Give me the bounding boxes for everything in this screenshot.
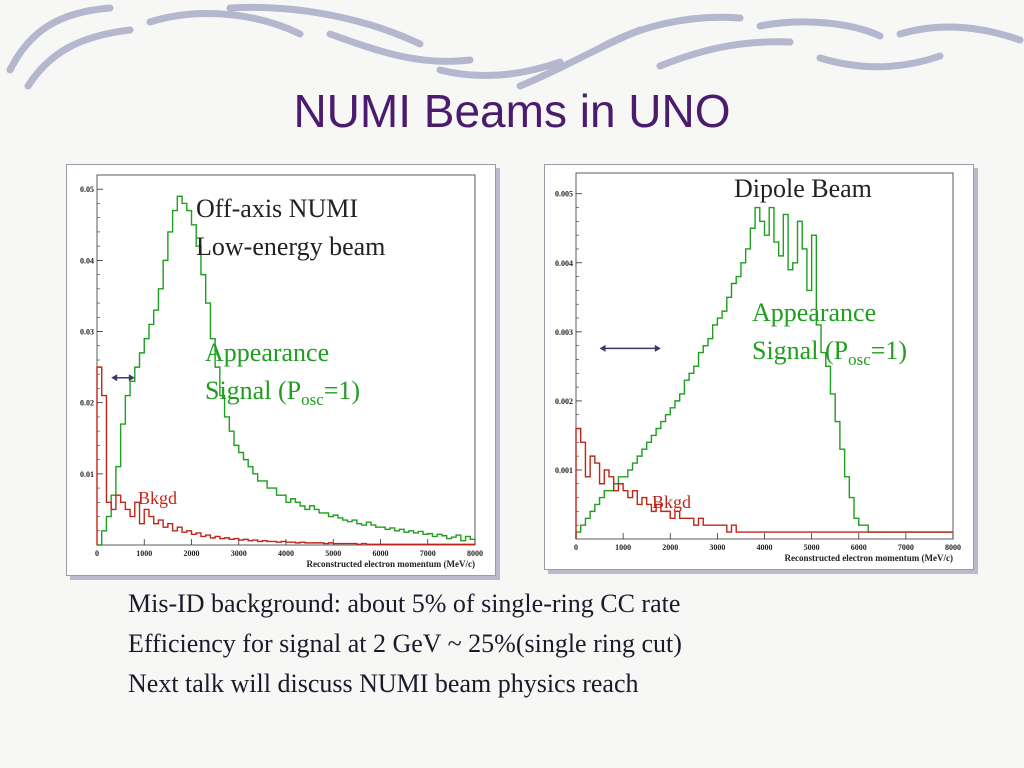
x-tick-label: 5000: [804, 543, 820, 552]
signal-series-line: [97, 195, 475, 546]
x-tick-label: 7000: [420, 549, 436, 558]
right-beam-line1: Dipole Beam: [734, 174, 872, 203]
x-tick-label: 7000: [898, 543, 914, 552]
left-signal-label: Appearance Signal (Posc=1): [205, 334, 360, 419]
bullet-item: Mis-ID background: about 5% of single-ri…: [128, 589, 681, 618]
range-arrow-head-left: [111, 374, 118, 382]
right-signal-sub: osc: [848, 350, 871, 370]
left-histogram: 0.01 0.02 0.03 0.04 0.05 0 1000 2000 3000 4000 500…: [80, 174, 483, 569]
y-tick-label: 0.04: [80, 256, 94, 265]
range-arrow-head-right: [128, 374, 135, 382]
left-beam-line2: Low-energy beam: [196, 232, 386, 261]
range-arrow-head-right: [654, 344, 661, 352]
x-tick-label: 0: [95, 549, 99, 558]
left-beam-line1: Off-axis NUMI: [196, 194, 358, 223]
x-tick-label: 8000: [945, 543, 961, 552]
x-tick-label: 0: [574, 543, 578, 552]
x-tick-label: 6000: [373, 549, 389, 558]
right-histogram: 0.001 0.002 0.003 0.004 0.005 0 1000 2000 3000 40…: [555, 172, 961, 563]
bullet-list: Mis-ID background: about 5% of single-ri…: [128, 584, 682, 704]
y-tick-label: 0.003: [555, 328, 573, 337]
left-signal-line2: Signal (Posc=1): [205, 372, 360, 419]
y-tick-label: 0.02: [80, 399, 94, 408]
x-tick-label: 1000: [136, 549, 152, 558]
right-signal-prefix: Signal (P: [752, 336, 849, 365]
y-tick-label: 0.004: [555, 259, 573, 268]
x-tick-label: 5000: [325, 549, 341, 558]
y-tick-label: 0.002: [555, 397, 573, 406]
left-signal-suffix: =1): [323, 376, 361, 405]
left-signal-line1: Appearance: [205, 338, 330, 367]
right-beam-label: Dipole Beam: [734, 170, 872, 208]
background-series-line: [96, 366, 475, 545]
signal-series-line: [575, 206, 953, 539]
right-chart-panel: 0.001 0.002 0.003 0.004 0.005 0 1000 2000 3000 40…: [544, 164, 974, 570]
right-signal-line1: Appearance: [752, 298, 877, 327]
x-tick-label: 4000: [757, 543, 773, 552]
range-arrow-head-left: [599, 344, 606, 352]
left-chart-panel: 0.01 0.02 0.03 0.04 0.05 0 1000 2000 3000 4000 500…: [66, 164, 496, 576]
background-series-line: [575, 427, 953, 539]
y-tick-label: 0.03: [80, 328, 94, 337]
x-tick-label: 2000: [184, 549, 200, 558]
bullet-item: Efficiency for signal at 2 GeV ~ 25%(sin…: [128, 629, 682, 658]
left-signal-prefix: Signal (P: [205, 376, 302, 405]
left-beam-label: Off-axis NUMI Low-energy beam: [196, 190, 385, 266]
x-tick-label: 4000: [278, 549, 294, 558]
x-tick-label: 3000: [709, 543, 725, 552]
y-tick-label: 0.001: [555, 466, 573, 475]
bullet-item: Next talk will discuss NUMI beam physics…: [128, 669, 639, 698]
y-tick-label: 0.01: [80, 470, 94, 479]
x-tick-label: 6000: [851, 543, 867, 552]
x-tick-label: 8000: [467, 549, 483, 558]
left-signal-sub: osc: [301, 390, 324, 410]
x-axis-title: Reconstructed electron momentum (MeV/c): [306, 559, 475, 569]
slide-title: NUMI Beams in UNO: [293, 85, 731, 137]
decorative-swirl-banner: [6, 3, 1024, 90]
x-axis-title: Reconstructed electron momentum (MeV/c): [784, 553, 953, 563]
right-bkgd-label: Bkgd: [652, 492, 692, 512]
right-signal-suffix: =1): [870, 336, 908, 365]
y-tick-label: 0.005: [555, 190, 573, 199]
x-tick-label: 3000: [231, 549, 247, 558]
right-signal-line2: Signal (Posc=1): [752, 332, 907, 379]
x-tick-label: 2000: [662, 543, 678, 552]
left-bkgd-label: Bkgd: [138, 488, 178, 508]
y-tick-label: 0.05: [80, 185, 94, 194]
right-signal-label: Appearance Signal (Posc=1): [752, 294, 907, 379]
x-tick-label: 1000: [615, 543, 631, 552]
